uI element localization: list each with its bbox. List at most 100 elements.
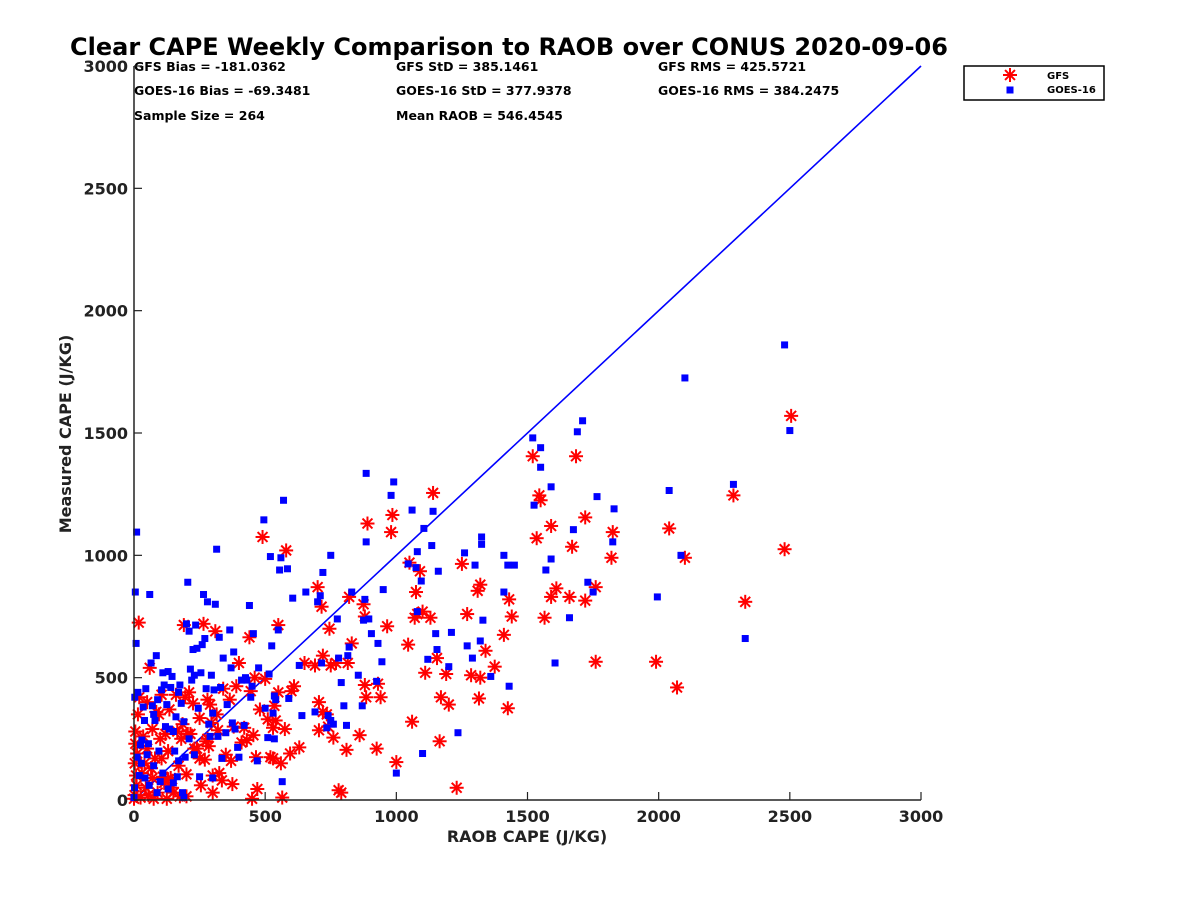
gfs-point	[246, 728, 261, 743]
gfs-point	[199, 734, 214, 749]
y-tick-label: 0	[117, 791, 128, 810]
gfs-point	[323, 658, 338, 673]
goes-16-point	[201, 635, 209, 643]
gfs-point	[569, 449, 584, 464]
goes-16-point	[131, 693, 139, 701]
goes-16-point	[227, 664, 235, 672]
goes-16-point	[432, 630, 440, 638]
gfs-point	[418, 665, 433, 680]
goes-16-point	[198, 641, 206, 649]
stat-gfs-std: GFS StD = 385.1461	[396, 59, 538, 74]
goes-16-point	[175, 757, 183, 765]
gfs-point	[339, 742, 354, 757]
goes-16-point	[192, 621, 200, 629]
goes-16-point	[283, 565, 291, 573]
gfs-point	[311, 695, 326, 710]
gfs-point	[401, 637, 416, 652]
gfs-point	[565, 539, 580, 554]
gfs-point	[284, 684, 299, 699]
goes-16-point	[413, 548, 421, 556]
gfs-point	[470, 583, 485, 598]
gfs-point	[359, 690, 374, 705]
goes-16-point	[179, 789, 187, 797]
gfs-point	[200, 692, 215, 707]
data-points-group	[127, 341, 799, 806]
y-tick-label: 2500	[83, 179, 128, 198]
gfs-point	[266, 720, 281, 735]
goes-16-point	[206, 732, 214, 740]
goes-16-point	[781, 341, 789, 349]
goes-16-point	[165, 725, 173, 733]
goes-16-point	[167, 683, 175, 691]
gfs-point	[670, 680, 685, 695]
goes-16-point	[255, 664, 263, 672]
goes-16-point	[786, 427, 794, 435]
goes-16-point	[274, 626, 282, 634]
gfs-point	[255, 529, 270, 544]
goes-16-point	[265, 670, 273, 678]
goes-16-point	[584, 578, 592, 586]
goes-16-point	[609, 538, 617, 546]
goes-16-point	[323, 724, 331, 732]
stat-gfs-bias: GFS Bias = -181.0362	[134, 59, 286, 74]
goes-16-point	[324, 712, 332, 720]
goes-16-point	[445, 663, 453, 671]
goes-16-point	[345, 643, 353, 651]
gfs-point	[231, 655, 246, 670]
y-tick-label: 1000	[83, 546, 128, 565]
gfs-point	[192, 711, 207, 726]
goes-16-point	[335, 654, 343, 662]
goes-16-point	[137, 741, 145, 749]
goes-16-point	[270, 692, 278, 700]
goes-16-point	[264, 734, 272, 742]
goes-16-point	[295, 661, 303, 669]
goes-16-point	[434, 567, 442, 575]
goes-16-point	[420, 524, 428, 532]
gfs-point	[234, 735, 249, 750]
goes-16-point	[476, 637, 484, 645]
goes-16-point	[152, 652, 160, 660]
gfs-point	[292, 740, 307, 755]
goes-16-point	[156, 778, 164, 786]
gfs-point	[279, 543, 294, 558]
gfs-point	[471, 691, 486, 706]
goes-16-point	[530, 501, 538, 509]
gfs-point	[604, 550, 619, 565]
goes-16-point	[500, 588, 508, 596]
goes-16-point	[367, 630, 375, 638]
goes-16-point	[542, 566, 550, 574]
goes-16-point	[247, 693, 255, 701]
y-tick-label: 3000	[83, 57, 128, 76]
gfs-point	[429, 651, 444, 666]
goes-16-point	[461, 549, 469, 557]
gfs-point	[277, 722, 292, 737]
gfs-point	[245, 791, 260, 806]
goes-16-point	[154, 696, 162, 704]
gfs-point	[322, 621, 337, 636]
goes-16-point	[159, 669, 167, 677]
goes-16-point	[610, 505, 618, 513]
goes-16-point	[665, 486, 673, 494]
goes-16-point	[362, 469, 370, 477]
goes-16-point	[137, 759, 145, 767]
goes-16-point	[277, 554, 285, 562]
gfs-point	[357, 678, 372, 693]
goes-16-point	[487, 672, 495, 680]
legend-goes-16-square	[1006, 86, 1014, 94]
goes-16-point	[222, 729, 230, 737]
goes-16-point	[468, 654, 476, 662]
gfs-point	[352, 728, 367, 743]
goes-16-point	[340, 702, 348, 710]
gfs-point	[145, 722, 160, 737]
gfs-point	[380, 619, 395, 634]
goes-16-point	[131, 588, 139, 596]
goes-16-point	[238, 676, 246, 684]
goes-16-point	[289, 594, 297, 602]
gfs-point	[777, 542, 792, 557]
gfs-point	[449, 780, 464, 795]
legend-gfs-asterisk	[1003, 68, 1017, 82]
goes-16-point	[207, 671, 215, 679]
goes-16-point	[209, 709, 217, 717]
goes-16-point	[245, 601, 253, 609]
goes-16-point	[270, 735, 278, 743]
